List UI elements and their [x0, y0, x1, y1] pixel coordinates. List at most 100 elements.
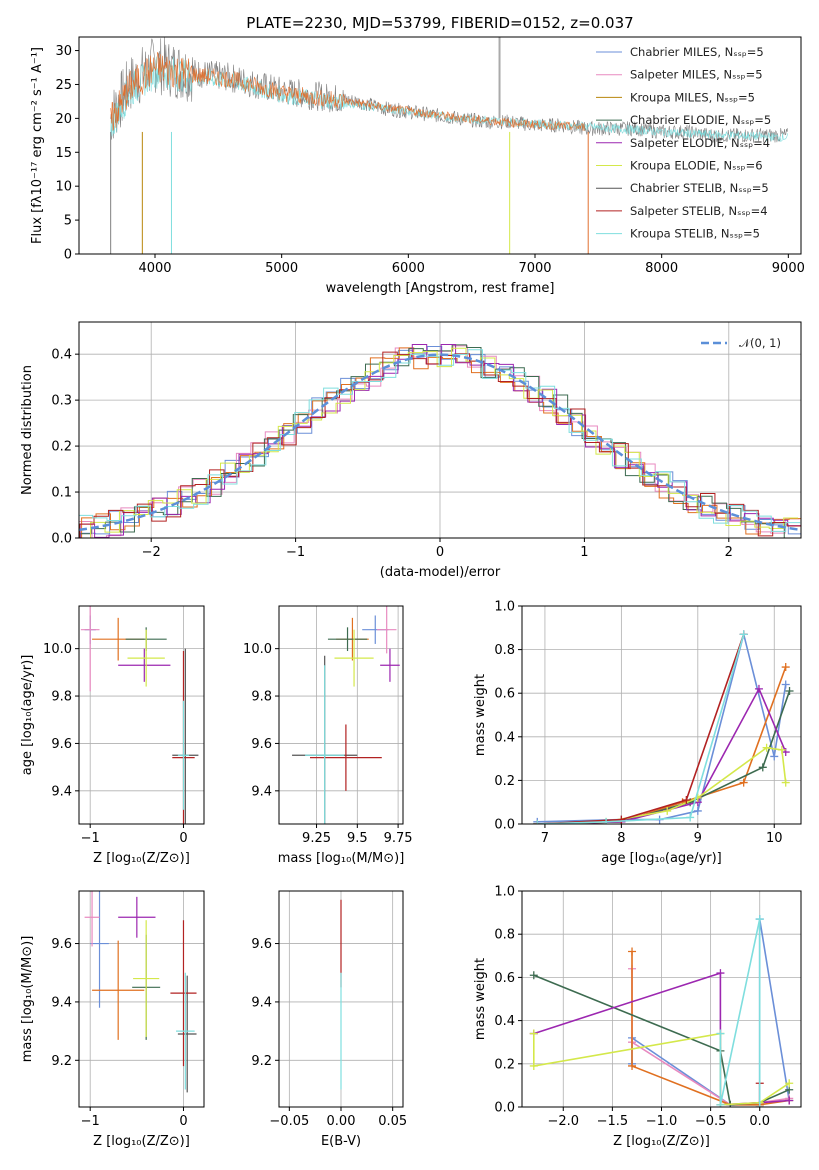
- massweight-vs-Z-ytick-label: 1.0: [494, 885, 515, 900]
- massweight-vs-age-point-marker: [770, 752, 779, 761]
- residuals-hist-step: [79, 347, 799, 538]
- massweight-vs-Z-ylabel: mass weight: [473, 958, 488, 1040]
- massweight-vs-Z-point-marker: [628, 1061, 637, 1070]
- massweight-vs-Z-ytick-label: 0.8: [494, 928, 515, 943]
- age-vs-mass-ytick-label: 9.6: [251, 737, 272, 752]
- spectrum-xtick-label: 6000: [392, 261, 425, 276]
- age-vs-Z-xtick-label: −1: [81, 831, 100, 846]
- age-vs-Z-frame: [78, 605, 205, 825]
- spectrum-ytick-label: 15: [55, 146, 72, 161]
- massweight-vs-age-series-line: [537, 686, 787, 824]
- mass-vs-Z-ytick-label: 9.6: [51, 937, 72, 952]
- massweight-vs-Z-panel: −2.0 −1.5 −1.0 −0.5 0.0 0.0 0.2 0.4 0.6 0.8 1.0 Z […: [473, 885, 802, 1149]
- massweight-vs-Z-point-marker: [716, 969, 725, 978]
- massweight-vs-Z-point-marker: [716, 1029, 725, 1038]
- residuals-xlabel: (data-model)/error: [380, 565, 501, 580]
- mass-vs-Z-xlabel: Z [log₁₀(Z/Z⊙)]: [93, 1134, 190, 1149]
- spectrum-legend-label: Salpeter ELODIE, Nₛₛₚ=4: [630, 136, 770, 150]
- mass-vs-ebv-xtick-label: 0.05: [378, 1114, 407, 1129]
- mass-vs-ebv-xtick-label: −0.05: [269, 1114, 309, 1129]
- massweight-vs-Z-xtick-label: 0.0: [749, 1114, 770, 1129]
- residuals-xtick-label: 0: [436, 545, 444, 560]
- residuals-xtick-label: −1: [286, 545, 305, 560]
- massweight-vs-Z-xtick-label: −1.0: [646, 1114, 678, 1129]
- massweight-vs-Z-ytick-label: 0.6: [494, 971, 515, 986]
- massweight-vs-age-xlabel: age [log₁₀(age/yr)]: [601, 851, 722, 866]
- age-vs-mass-xtick-label: 9.5: [347, 831, 368, 846]
- massweight-vs-age-series-line: [537, 634, 745, 824]
- age-vs-Z-panel: −1 0 9.4 9.6 9.8 10.0 Z [log₁₀(Z/Z⊙)] age [log₁…: [20, 605, 205, 866]
- spectrum-series-line: [110, 52, 586, 131]
- spectrum-legend-label: Chabrier ELODIE, Nₛₛₚ=5: [630, 113, 771, 127]
- massweight-vs-age-point-marker: [758, 763, 767, 772]
- mass-vs-ebv-ytick-label: 9.6: [251, 937, 272, 952]
- spectrum-ytick-label: 30: [55, 44, 72, 59]
- age-vs-Z-xlabel: Z [log₁₀(Z/Z⊙)]: [93, 851, 190, 866]
- massweight-vs-age-xtick-label: 7: [541, 831, 549, 846]
- massweight-vs-age-ytick-label: 1.0: [494, 600, 515, 615]
- massweight-vs-age-xtick-label: 8: [617, 831, 625, 846]
- spectrum-legend-label: Chabrier STELIB, Nₛₛₚ=5: [630, 181, 769, 195]
- mass-vs-ebv-xtick-label: 0.00: [327, 1114, 356, 1129]
- mass-vs-Z-frame: [78, 890, 205, 1108]
- massweight-vs-age-point-marker: [781, 778, 790, 787]
- spectrum-ytick-label: 0: [64, 248, 72, 263]
- spectrum-xtick-label: 8000: [645, 261, 678, 276]
- massweight-vs-age-ytick-label: 0.0: [494, 818, 515, 833]
- mass-vs-ebv-xlabel: E(B-V): [321, 1134, 361, 1149]
- age-vs-Z-ytick-label: 9.8: [51, 690, 72, 705]
- spectrum-ytick-label: 10: [55, 180, 72, 195]
- massweight-vs-Z-point-marker: [785, 1079, 794, 1088]
- mass-vs-ebv-ytick-label: 9.4: [251, 995, 272, 1010]
- age-vs-Z-xtick-label: 0: [179, 831, 187, 846]
- massweight-vs-age-point-marker: [617, 815, 626, 824]
- massweight-vs-age-series-line: [537, 746, 787, 824]
- massweight-vs-age-point-marker: [739, 630, 748, 639]
- massweight-vs-age-point-marker: [686, 813, 695, 822]
- massweight-vs-age-point-marker: [785, 687, 794, 696]
- spectrum-xtick-label: 9000: [772, 261, 805, 276]
- massweight-vs-age-series-line: [537, 634, 787, 823]
- spectrum-frame: [78, 36, 802, 255]
- residuals-hist-step: [79, 351, 801, 538]
- massweight-vs-age-point-marker: [533, 820, 542, 824]
- massweight-vs-age-ytick-label: 0.8: [494, 643, 515, 658]
- spectrum-legend-label: Salpeter MILES, Nₛₛₚ=5: [630, 68, 763, 82]
- massweight-vs-age-ytick-label: 0.2: [494, 774, 515, 789]
- massweight-vs-Z-ytick-label: 0.4: [494, 1014, 515, 1029]
- residuals-ytick-label: 0.3: [51, 394, 72, 409]
- residuals-xtick-label: −2: [142, 545, 161, 560]
- mass-vs-Z-ytick-label: 9.4: [51, 995, 72, 1010]
- spectrum-xtick-label: 4000: [138, 261, 171, 276]
- age-vs-mass-ytick-label: 9.8: [251, 690, 272, 705]
- age-vs-Z-ytick-label: 9.4: [51, 784, 72, 799]
- massweight-vs-age-point-marker: [762, 743, 771, 752]
- age-vs-mass-xtick-label: 9.75: [384, 831, 413, 846]
- massweight-vs-age-point-marker: [602, 817, 611, 824]
- residuals-normal-curve: [79, 353, 801, 532]
- age-vs-mass-xtick-label: 9.25: [302, 831, 331, 846]
- massweight-vs-Z-point-marker: [529, 1029, 538, 1038]
- residuals-hist-step: [79, 344, 799, 538]
- age-vs-Z-ytick-label: 10.0: [43, 642, 72, 657]
- spectrum-ytick-label: 20: [55, 112, 72, 127]
- mass-vs-ebv-panel: −0.05 0.00 0.05 9.2 9.4 9.6 E(B-V): [251, 890, 407, 1149]
- mass-vs-ebv-ytick-label: 9.2: [251, 1054, 272, 1069]
- spectrum-legend-label: Kroupa MILES, Nₛₛₚ=5: [630, 90, 755, 104]
- spectrum-legend-label: Chabrier MILES, Nₛₛₚ=5: [630, 45, 764, 59]
- residuals-hist-step: [80, 345, 801, 538]
- massweight-vs-age-point-marker: [781, 663, 790, 672]
- residuals-ytick-label: 0.0: [51, 532, 72, 547]
- spectrum-ytick-label: 25: [55, 78, 72, 93]
- mass-vs-Z-panel: −1 0 9.2 9.4 9.6 Z [log₁₀(Z/Z⊙)] mass [log₁₀(M…: [20, 890, 205, 1149]
- massweight-vs-age-plot-area: [533, 630, 794, 824]
- spectrum-legend-label: Salpeter STELIB, Nₛₛₚ=4: [630, 204, 768, 218]
- spectrum-xlabel: wavelength [Angstrom, rest frame]: [326, 281, 555, 296]
- mass-vs-Z-ylabel: mass [log₁₀(M/M⊙)]: [20, 936, 35, 1063]
- massweight-vs-Z-point-marker: [755, 915, 764, 924]
- massweight-vs-Z-point-marker: [785, 1096, 794, 1105]
- massweight-vs-Z-xlabel: Z [log₁₀(Z/Z⊙)]: [613, 1134, 710, 1149]
- age-vs-mass-ytick-label: 9.4: [251, 784, 272, 799]
- massweight-vs-age-point-marker: [739, 778, 748, 787]
- massweight-vs-Z-ytick-label: 0.2: [494, 1057, 515, 1072]
